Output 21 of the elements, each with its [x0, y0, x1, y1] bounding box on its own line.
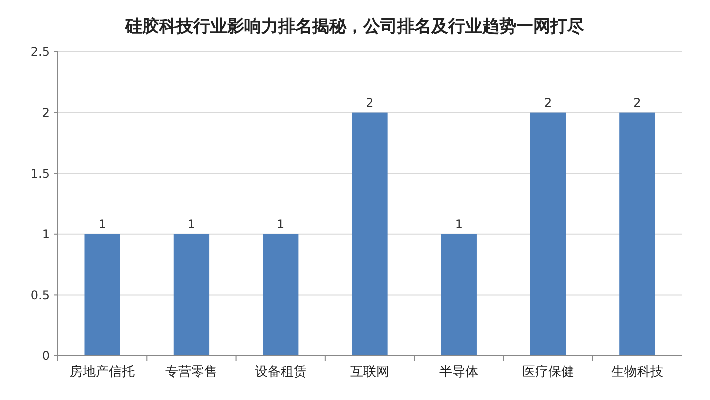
y-tick-label: 0.5: [30, 288, 50, 302]
x-tick-label: 专营零售: [166, 365, 218, 380]
data-label: 1: [188, 217, 196, 232]
x-tick-label: 半导体: [440, 365, 479, 380]
data-label: 2: [366, 96, 374, 110]
y-tick-label: 1.5: [30, 166, 50, 181]
y-tick-label: 2.5: [30, 45, 50, 60]
chart-title: 硅胶科技行业影响力排名揭秘，公司排名及行业趋势一网打尽: [124, 17, 586, 37]
y-tick-label: 2: [42, 106, 50, 120]
x-tick-label: 互联网: [350, 365, 390, 380]
y-tick-label: 1: [42, 228, 50, 242]
x-tick-label: 房地产信托: [70, 364, 136, 380]
data-label: 1: [455, 217, 463, 232]
data-label: 1: [98, 217, 106, 232]
data-label: 2: [544, 96, 552, 110]
x-tick-label: 医疗保健: [522, 365, 574, 380]
data-label: 2: [634, 96, 642, 110]
x-tick-label: 生物科技: [611, 365, 664, 380]
x-tick-label: 设备租赁: [254, 365, 307, 380]
data-label: 1: [277, 217, 285, 232]
y-tick-label: 0: [42, 349, 50, 364]
